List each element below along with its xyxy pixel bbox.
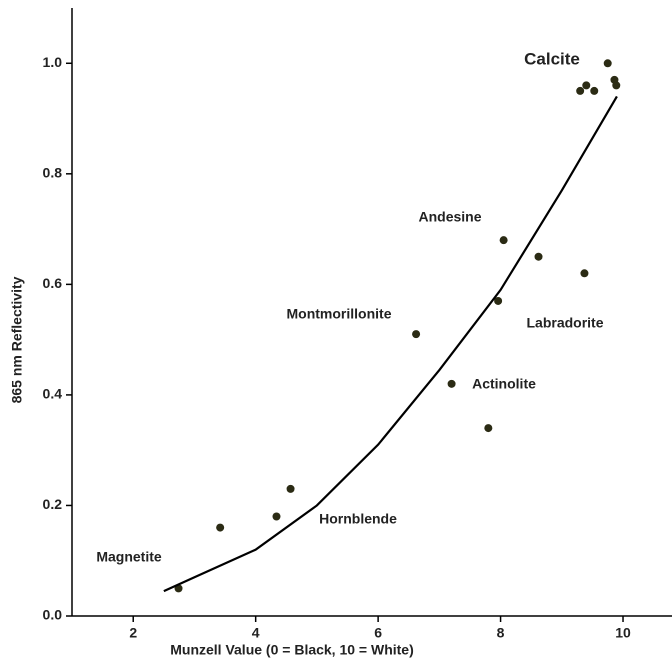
y-tick-label: 0.4 [43,386,63,402]
annotation: Labradorite [526,315,603,331]
y-tick-label: 0.0 [43,607,63,623]
annotation: Actinolite [472,376,536,392]
point [534,252,543,261]
point [447,379,456,388]
y-tick-label: 0.2 [43,496,63,512]
x-tick-label: 10 [615,625,631,641]
annotation: Montmorillonite [287,306,392,322]
point [286,484,295,493]
point [580,269,589,278]
y-tick-label: 0.6 [43,275,63,291]
point [576,86,585,95]
point [603,59,612,68]
point [484,424,493,433]
y-tick-label: 0.8 [43,165,63,181]
point [499,236,508,245]
annotation: Andesine [418,209,481,225]
point [582,81,591,90]
point [272,512,281,521]
point [612,81,621,90]
x-axis-label: Munzell Value (0 = Black, 10 = White) [170,642,414,658]
point [216,523,225,532]
annotation: Calcite [524,49,580,68]
x-tick-label: 6 [374,625,382,641]
y-tick-label: 1.0 [43,54,63,70]
x-tick-label: 8 [497,625,505,641]
x-tick-label: 4 [252,625,260,641]
point [412,330,421,339]
fit-curve [163,95,618,593]
annotation: Magnetite [96,549,162,565]
annotation: Hornblende [319,511,397,527]
point [590,86,599,95]
y-axis-label: 865 nm Reflectivity [9,276,25,403]
point [494,296,503,305]
x-tick-label: 2 [129,625,137,641]
